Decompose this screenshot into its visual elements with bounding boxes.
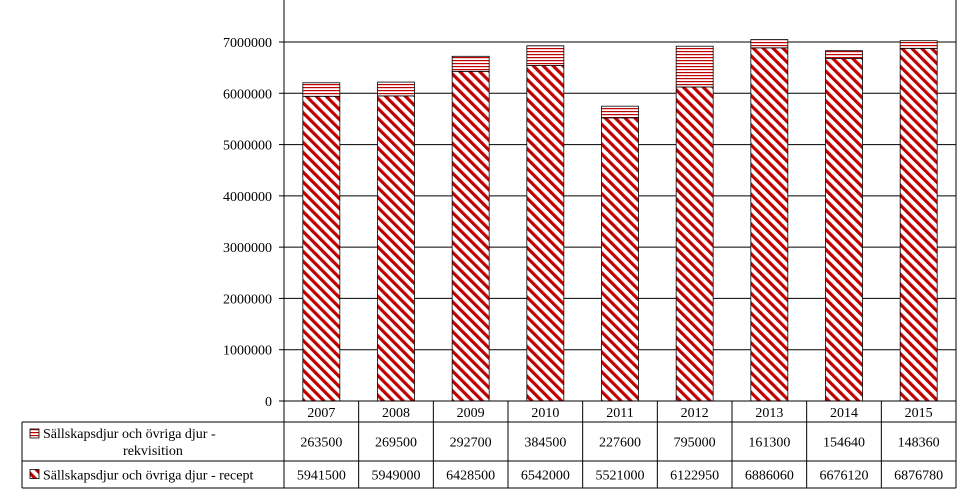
x-category-label: 2011 xyxy=(606,406,633,421)
data-label-rekvisition: 384500 xyxy=(524,436,566,451)
bar-segment-rekvisition-2015 xyxy=(899,40,938,49)
legend-label-rekvisition-line2: rekvisition xyxy=(123,444,183,459)
bar-segment-recept-2010 xyxy=(526,65,565,402)
data-label-rekvisition: 148360 xyxy=(898,436,940,451)
y-tick-label: 4000000 xyxy=(223,190,272,205)
bar-segment-recept-2014 xyxy=(825,58,863,402)
y-tick-label: 3000000 xyxy=(223,241,272,256)
bar-segment-recept-2013 xyxy=(750,47,789,402)
bar-segment-rekvisition-2009 xyxy=(451,55,490,72)
bar-segment-recept-2007 xyxy=(302,95,341,402)
bar-segment-recept-2015 xyxy=(899,47,938,402)
y-tick-label: 6000000 xyxy=(223,87,272,102)
legend-label-rekvisition-line1: Sällskapsdjur och övriga djur - xyxy=(43,427,216,442)
y-tick-label: 1000000 xyxy=(223,344,272,359)
x-category-label: 2015 xyxy=(905,406,933,421)
bar-segment-recept-2009 xyxy=(451,70,490,402)
bar-segment-rekvisition-2008 xyxy=(377,81,415,97)
legend-label-recept: Sällskapsdjur och övriga djur - recept xyxy=(43,469,253,484)
y-tick-label: 0 xyxy=(265,395,272,410)
x-category-label: 2009 xyxy=(457,406,485,421)
data-label-recept: 6428500 xyxy=(446,469,495,484)
data-label-recept: 5941500 xyxy=(297,469,346,484)
data-label-rekvisition: 227600 xyxy=(599,436,641,451)
x-category-label: 2010 xyxy=(531,406,559,421)
x-category-label: 2007 xyxy=(307,406,335,421)
bar-segment-recept-2012 xyxy=(675,86,714,402)
legend-key-rekvisition xyxy=(29,428,40,439)
x-category-label: 2013 xyxy=(755,406,783,421)
x-category-label: 2014 xyxy=(830,406,858,421)
data-label-rekvisition: 263500 xyxy=(300,436,342,451)
data-label-rekvisition: 154640 xyxy=(823,436,865,451)
data-label-rekvisition: 269500 xyxy=(375,436,417,451)
data-label-recept: 5949000 xyxy=(372,469,421,484)
bar-segment-rekvisition-2014 xyxy=(825,50,863,60)
bar-segment-recept-2011 xyxy=(601,117,639,402)
bar-segment-rekvisition-2012 xyxy=(675,45,714,88)
data-label-recept: 5521000 xyxy=(596,469,645,484)
data-label-rekvisition: 795000 xyxy=(674,436,716,451)
data-label-rekvisition: 292700 xyxy=(450,436,492,451)
bar-segment-rekvisition-2010 xyxy=(526,45,565,66)
data-label-recept: 6676120 xyxy=(820,469,869,484)
y-tick-label: 2000000 xyxy=(223,292,272,307)
data-label-rekvisition: 161300 xyxy=(748,436,790,451)
x-category-label: 2012 xyxy=(681,406,709,421)
data-label-recept: 6542000 xyxy=(521,469,570,484)
bar-segment-rekvisition-2007 xyxy=(302,82,341,97)
data-label-recept: 6886060 xyxy=(745,469,794,484)
data-label-recept: 6122950 xyxy=(670,469,719,484)
x-category-label: 2008 xyxy=(382,406,410,421)
bar-segment-recept-2008 xyxy=(377,95,415,402)
bar-segment-rekvisition-2013 xyxy=(750,39,789,49)
bar-segment-rekvisition-2011 xyxy=(601,105,639,119)
data-label-recept: 6876780 xyxy=(894,469,943,484)
legend-key-recept xyxy=(29,469,40,479)
y-tick-label: 7000000 xyxy=(223,36,272,51)
y-tick-label: 5000000 xyxy=(223,139,272,154)
